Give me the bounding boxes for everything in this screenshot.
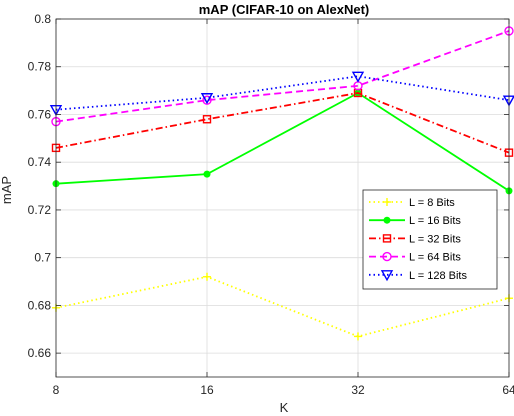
series-2 — [52, 89, 513, 195]
y-tick-label: 0.76 — [28, 107, 52, 121]
y-tick-label: 0.68 — [28, 298, 52, 312]
legend-marker — [382, 234, 392, 243]
chart-title: mAP (CIFAR-10 on AlexNet) — [199, 2, 369, 17]
data-point — [203, 170, 211, 178]
data-point — [202, 115, 212, 124]
series-line — [55, 91, 510, 192]
legend-marker — [380, 270, 394, 282]
y-axis-label: mAP — [0, 176, 14, 204]
legend-entry: L = 64 Bits — [369, 252, 461, 264]
legend-box — [362, 189, 498, 290]
y-tick-label: 0.78 — [28, 60, 52, 74]
legend-marker — [383, 216, 391, 224]
legend-entry: L = 16 Bits — [369, 215, 461, 227]
legend-marker — [383, 198, 391, 206]
legend-marker — [382, 251, 392, 262]
legend-label: L = 16 Bits — [409, 215, 461, 227]
series-group — [49, 26, 514, 341]
legend-entry: L = 8 Bits — [369, 197, 455, 209]
x-axis-label: K — [280, 400, 289, 415]
legend-entry: L = 128 Bits — [369, 270, 467, 282]
legend-label: L = 128 Bits — [409, 270, 467, 282]
data-point — [203, 272, 211, 281]
y-tick-label: 0.66 — [28, 346, 52, 360]
y-tick-label: 0.74 — [28, 155, 52, 169]
data-point — [351, 71, 365, 83]
legend-label: L = 64 Bits — [409, 252, 461, 264]
ticks: 0.66 0.68 0.7 0.72 0.74 0.76 0.78 0.8 8 16 32 64 — [28, 12, 514, 397]
x-tick-label: 16 — [200, 383, 214, 397]
data-point — [200, 93, 214, 105]
x-tick-label: 32 — [351, 383, 365, 397]
legend-entry: L = 32 Bits — [369, 233, 461, 245]
legend-label: L = 8 Bits — [409, 197, 455, 209]
y-tick-label: 0.72 — [28, 203, 52, 217]
x-tick-label: 8 — [53, 383, 60, 397]
y-tick-label: 0.8 — [34, 12, 51, 26]
y-tick-label: 0.7 — [34, 251, 51, 265]
legend-label: L = 32 Bits — [409, 233, 461, 245]
series-line — [55, 275, 510, 338]
data-point — [354, 332, 362, 341]
x-tick-label: 64 — [502, 383, 514, 397]
series-line — [55, 92, 510, 154]
legend: L = 8 Bits L = 16 Bits L = 32 Bits L = 64 B… — [362, 189, 498, 290]
plot-frame — [55, 18, 510, 378]
